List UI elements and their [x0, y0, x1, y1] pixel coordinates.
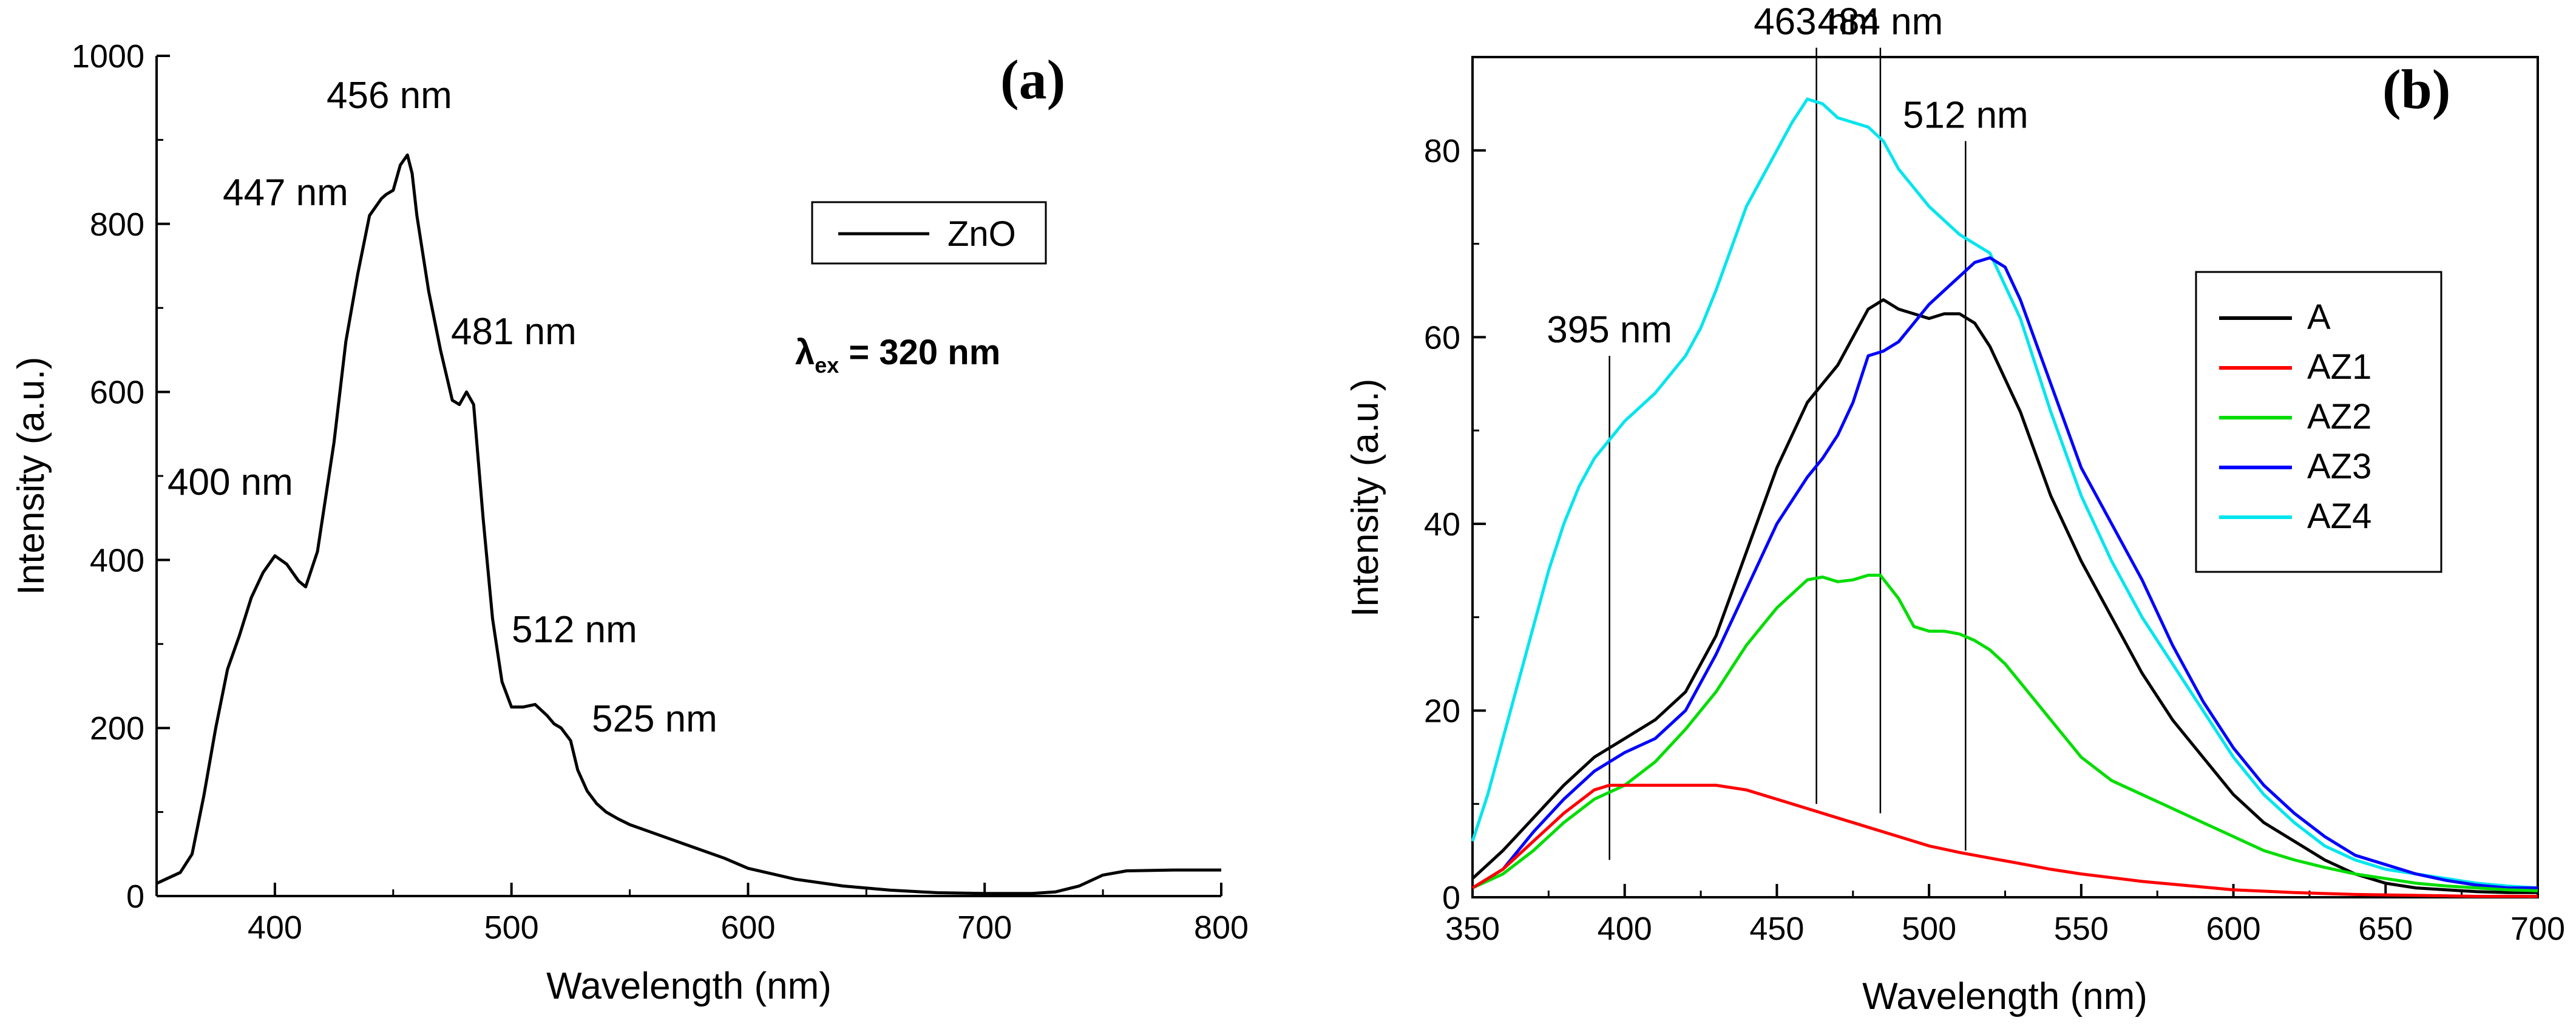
series-line-az4	[1471, 97, 2538, 890]
x-tick-label-b-400: 400	[1598, 911, 1652, 947]
x-tick-label-a-700: 700	[957, 909, 1012, 946]
x-tick-label-b-700: 700	[2510, 911, 2565, 947]
x-tick-label-b-450: 450	[1749, 911, 1804, 947]
y-tick-label-a-0: 0	[126, 878, 144, 915]
x-tick-label-a-600: 600	[720, 909, 775, 946]
reference-label-395-nm: 395 nm	[1547, 309, 1672, 351]
reference-label-463-nm: 463 nm	[1754, 1, 1879, 43]
reference-label-484-nm: 484 nm	[1818, 1, 1944, 43]
legend-label-zno: ZnO	[947, 214, 1016, 254]
panel-a: 400 500 600 700 800 0 200 400 600 800 1000 Wavelen…	[10, 38, 1249, 1007]
annotation-525-nm: 525 nm	[592, 698, 717, 740]
y-tick-label-b-60: 60	[1424, 319, 1460, 356]
y-tick-label-a-200: 200	[90, 710, 144, 747]
y-tick-label-b-0: 0	[1442, 880, 1460, 916]
legend-label-az1: AZ1	[2307, 347, 2371, 387]
x-tick-label-b-500: 500	[1902, 911, 1956, 947]
x-axis-title-b: Wavelength (nm)	[1862, 976, 2147, 1017]
annotation-512-nm: 512 nm	[512, 609, 637, 651]
legend-label-az2: AZ2	[2307, 397, 2371, 436]
x-tick-label-a-800: 800	[1194, 909, 1249, 946]
legend-a: ZnO	[811, 201, 1047, 265]
y-tick-label-a-800: 800	[90, 206, 144, 243]
tick-labels-a: 400 500 600 700 800 0 200 400 600 800 1000	[72, 38, 1249, 946]
excitation-label: λex = 320 nm	[795, 333, 1000, 378]
tick-labels-b: 350 400 450 500 550 600 650 700 0 20 40 60 80	[1424, 133, 2565, 947]
x-tick-label-b-650: 650	[2358, 911, 2413, 947]
y-tick-label-b-20: 20	[1424, 693, 1460, 729]
series-line-az1	[1471, 784, 2538, 898]
legend-b: A AZ1 AZ2 AZ3 AZ4	[2195, 271, 2442, 573]
x-tick-label-b-550: 550	[2054, 911, 2109, 947]
legend-label-az4: AZ4	[2307, 497, 2371, 536]
series-line-az2	[1471, 574, 2538, 892]
panel-label-a: (a)	[1000, 49, 1065, 110]
panel-b: 350 400 450 500 550 600 650 700 0 20 40 60 80 395 nm…	[1344, 1, 2565, 1017]
x-tick-label-a-400: 400	[248, 909, 302, 946]
reference-label-512-nm: 512 nm	[1903, 94, 2029, 136]
annotation-400-nm: 400 nm	[168, 461, 293, 503]
x-tick-label-b-600: 600	[2206, 911, 2261, 947]
annotation-481-nm: 481 nm	[451, 311, 577, 353]
series-line-zno	[155, 153, 1221, 895]
y-tick-label-b-80: 80	[1424, 133, 1460, 169]
x-tick-label-b-350: 350	[1445, 911, 1500, 947]
annotation-456-nm: 456 nm	[327, 75, 452, 117]
annotation-447-nm: 447 nm	[223, 172, 348, 214]
panel-label-b: (b)	[2382, 58, 2450, 120]
y-axis-title-b: Intensity (a.u.)	[1344, 379, 1386, 617]
legend-box-b	[2195, 271, 2442, 573]
y-tick-label-a-600: 600	[90, 375, 144, 411]
y-tick-label-a-400: 400	[90, 542, 144, 579]
y-axis-title-a: Intensity (a.u.)	[10, 357, 52, 596]
series-line-az3	[1471, 256, 2538, 890]
series-line-a	[1471, 298, 2538, 894]
y-tick-label-a-1000: 1000	[72, 38, 144, 75]
legend-label-az3: AZ3	[2307, 447, 2371, 486]
x-tick-label-a-500: 500	[484, 909, 539, 946]
x-axis-title-a: Wavelength (nm)	[546, 965, 832, 1007]
legend-label-a: A	[2307, 297, 2331, 337]
y-tick-label-b-40: 40	[1424, 506, 1460, 543]
legend-items-b: A AZ1 AZ2 AZ3 AZ4	[2219, 297, 2371, 536]
